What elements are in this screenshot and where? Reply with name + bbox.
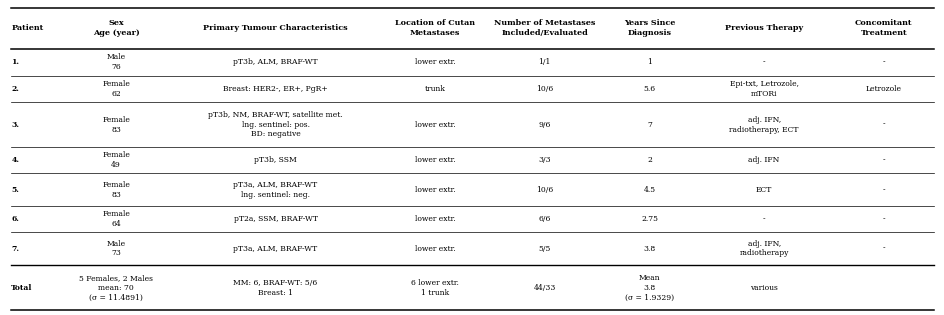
Text: 6/6: 6/6 — [538, 215, 550, 223]
Text: Breast: HER2-, ER+, PgR+: Breast: HER2-, ER+, PgR+ — [223, 85, 328, 93]
Text: lower extr.: lower extr. — [414, 244, 455, 253]
Text: pT2a, SSM, BRAF-WT: pT2a, SSM, BRAF-WT — [233, 215, 317, 223]
Text: pT3b, SSM: pT3b, SSM — [254, 156, 296, 164]
Text: 2.75: 2.75 — [640, 215, 657, 223]
Text: 1.: 1. — [11, 58, 19, 66]
Text: pT3b, ALM, BRAF-WT: pT3b, ALM, BRAF-WT — [233, 58, 317, 66]
Text: 4.: 4. — [11, 156, 19, 164]
Text: Letrozole: Letrozole — [865, 85, 901, 93]
Text: 1: 1 — [647, 58, 651, 66]
Text: Male
76: Male 76 — [107, 53, 126, 71]
Text: Years Since
Diagnosis: Years Since Diagnosis — [623, 19, 674, 37]
Text: 3/3: 3/3 — [538, 156, 550, 164]
Text: lower extr.: lower extr. — [414, 215, 455, 223]
Text: Epi-txt, Letrozole,
mTORi: Epi-txt, Letrozole, mTORi — [729, 80, 798, 98]
Text: -: - — [882, 121, 885, 129]
Text: Total: Total — [11, 284, 33, 292]
Text: 2.: 2. — [11, 85, 19, 93]
Text: adj. IFN,
radiotherapy, ECT: adj. IFN, radiotherapy, ECT — [729, 116, 798, 134]
Text: Female
83: Female 83 — [102, 116, 130, 134]
Text: Concomitant
Treatment: Concomitant Treatment — [854, 19, 912, 37]
Text: -: - — [762, 215, 765, 223]
Text: -: - — [882, 58, 885, 66]
Text: Patient: Patient — [11, 24, 43, 32]
Text: pT3a, ALM, BRAF-WT: pT3a, ALM, BRAF-WT — [233, 244, 317, 253]
Text: ECT: ECT — [755, 186, 771, 194]
Text: 10/6: 10/6 — [535, 85, 553, 93]
Text: lower extr.: lower extr. — [414, 58, 455, 66]
Text: 7: 7 — [647, 121, 651, 129]
Text: Female
62: Female 62 — [102, 80, 130, 98]
Text: adj. IFN,
radiotherapy: adj. IFN, radiotherapy — [739, 240, 788, 257]
Text: Number of Metastases
Included/Evaluated: Number of Metastases Included/Evaluated — [494, 19, 595, 37]
Text: Location of Cutan
Metastases: Location of Cutan Metastases — [395, 19, 475, 37]
Text: lower extr.: lower extr. — [414, 156, 455, 164]
Text: pT3b, NM, BRAF-WT, satellite met.
lng. sentinel: pos.
BD: negative: pT3b, NM, BRAF-WT, satellite met. lng. s… — [208, 111, 343, 139]
Text: MM: 6, BRAF-WT: 5/6
Breast: 1: MM: 6, BRAF-WT: 5/6 Breast: 1 — [233, 279, 317, 296]
Text: 3.: 3. — [11, 121, 19, 129]
Text: Female
64: Female 64 — [102, 210, 130, 228]
Text: -: - — [882, 215, 885, 223]
Text: 4.5: 4.5 — [643, 186, 655, 194]
Text: 9/6: 9/6 — [538, 121, 550, 129]
Text: 5 Females, 2 Males
mean: 70
(σ = 11.4891): 5 Females, 2 Males mean: 70 (σ = 11.4891… — [79, 274, 153, 301]
Text: Male
73: Male 73 — [107, 240, 126, 257]
Text: 6 lower extr.
1 trunk: 6 lower extr. 1 trunk — [411, 279, 459, 296]
Text: 7.: 7. — [11, 244, 19, 253]
Text: 5.6: 5.6 — [643, 85, 655, 93]
Text: Female
83: Female 83 — [102, 181, 130, 199]
Text: 6.: 6. — [11, 215, 19, 223]
Text: 5.: 5. — [11, 186, 19, 194]
Text: 2: 2 — [647, 156, 651, 164]
Text: various: various — [750, 284, 777, 292]
Text: Female
49: Female 49 — [102, 152, 130, 169]
Text: -: - — [882, 156, 885, 164]
Text: adj. IFN: adj. IFN — [748, 156, 779, 164]
Text: pT3a, ALM, BRAF-WT
lng. sentinel: neg.: pT3a, ALM, BRAF-WT lng. sentinel: neg. — [233, 181, 317, 199]
Text: Sex
Age (year): Sex Age (year) — [93, 19, 140, 37]
Text: Previous Therapy: Previous Therapy — [724, 24, 802, 32]
Text: lower extr.: lower extr. — [414, 121, 455, 129]
Text: -: - — [882, 186, 885, 194]
Text: -: - — [762, 58, 765, 66]
Text: 5/5: 5/5 — [538, 244, 550, 253]
Text: Mean
3.8
(σ = 1.9329): Mean 3.8 (σ = 1.9329) — [624, 274, 673, 301]
Text: lower extr.: lower extr. — [414, 186, 455, 194]
Text: -: - — [882, 244, 885, 253]
Text: trunk: trunk — [424, 85, 445, 93]
Text: Primary Tumour Characteristics: Primary Tumour Characteristics — [203, 24, 347, 32]
Text: 10/6: 10/6 — [535, 186, 553, 194]
Text: 3.8: 3.8 — [643, 244, 655, 253]
Text: 44/33: 44/33 — [533, 284, 555, 292]
Text: 1/1: 1/1 — [538, 58, 550, 66]
